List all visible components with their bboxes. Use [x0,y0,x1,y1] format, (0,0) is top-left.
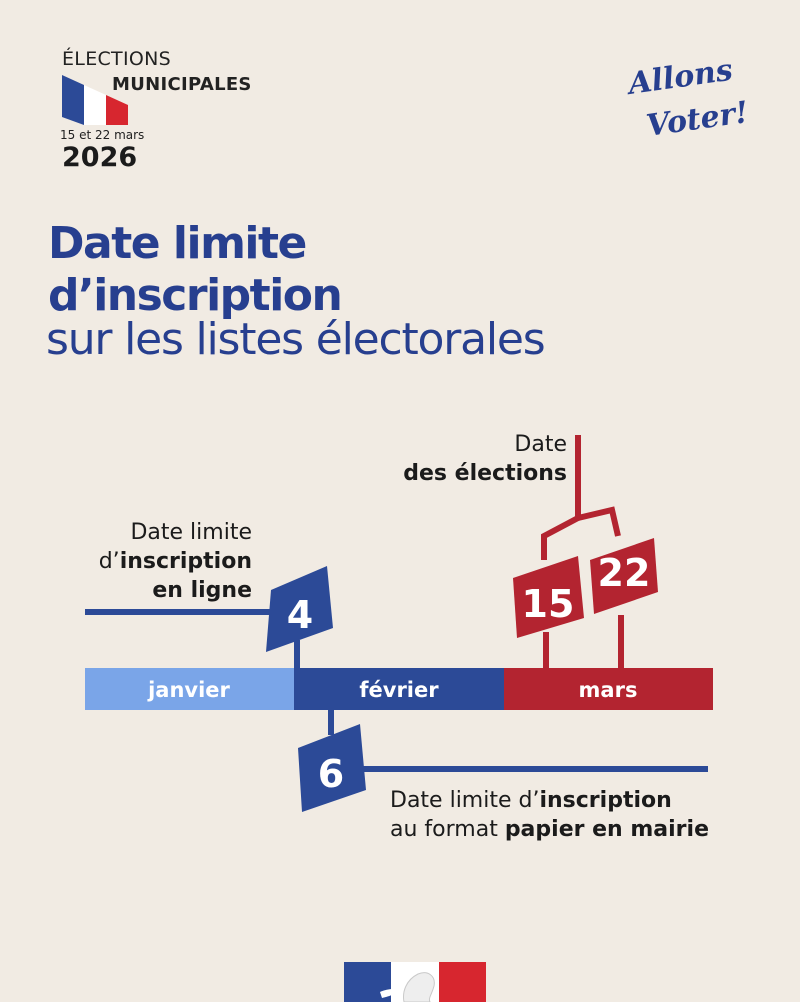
header-municipales-label: MUNICIPALES [112,74,252,95]
label-online-line2-bold: inscription [119,549,252,574]
label-paper-deadline: Date limite d’inscription au format papi… [390,786,709,844]
republique-francaise-logo [344,962,486,1002]
badge-election-22: 22 [590,538,658,614]
badge-online: 4 [266,566,333,652]
label-online-deadline: Date limite d’inscription en ligne [99,518,252,605]
label-online-line2: d’inscription [99,547,252,576]
label-paper-line2: au format papier en mairie [390,815,709,844]
label-paper-line1-bold: inscription [539,788,672,813]
label-online-line1: Date limite [130,520,252,545]
badge-paper-day: 6 [318,752,344,796]
badge-election-15: 15 [513,556,584,638]
label-elections-line2: des élections [403,459,567,488]
label-online-line3: en ligne [99,576,252,605]
badge-election-day1: 15 [522,582,575,626]
label-elections-line2-bold: des élections [403,461,567,486]
label-paper-line1: Date limite d’inscription [390,786,709,815]
badge-election-day2: 22 [598,551,651,595]
title-line2: d’inscription [48,270,343,321]
month-label-janvier: janvier [147,678,230,702]
month-label-mars: mars [579,678,638,702]
header-elections-label: ÉLECTIONS [62,48,171,70]
allons-voter-slogan: Allons Voter! [623,53,750,144]
label-paper-line2-bold: papier en mairie [504,817,709,842]
month-janvier [85,668,294,710]
label-elections-line1: Date [514,432,567,457]
label-paper-line2-prefix: au format [390,817,505,842]
month-mars [504,668,713,710]
month-fevrier [294,668,504,710]
month-label-fevrier: février [359,678,439,702]
label-paper-line1-prefix: Date limite d’ [390,788,540,813]
header-dates: 15 et 22 mars [60,128,145,142]
label-online-line2-prefix: d’ [98,549,120,574]
label-online-line3-bold: en ligne [152,578,252,603]
badge-paper: 6 [298,724,366,812]
title-line1: Date limite [48,218,307,269]
badge-online-day: 4 [287,593,313,637]
header-year: 2026 [62,142,138,173]
online-connector [85,609,300,668]
paper-connector [328,710,708,772]
elections-connector [541,435,624,668]
french-flag-icon [62,75,128,125]
title-line3: sur les listes électorales [46,314,546,365]
label-election-dates: Date des élections [403,430,567,488]
